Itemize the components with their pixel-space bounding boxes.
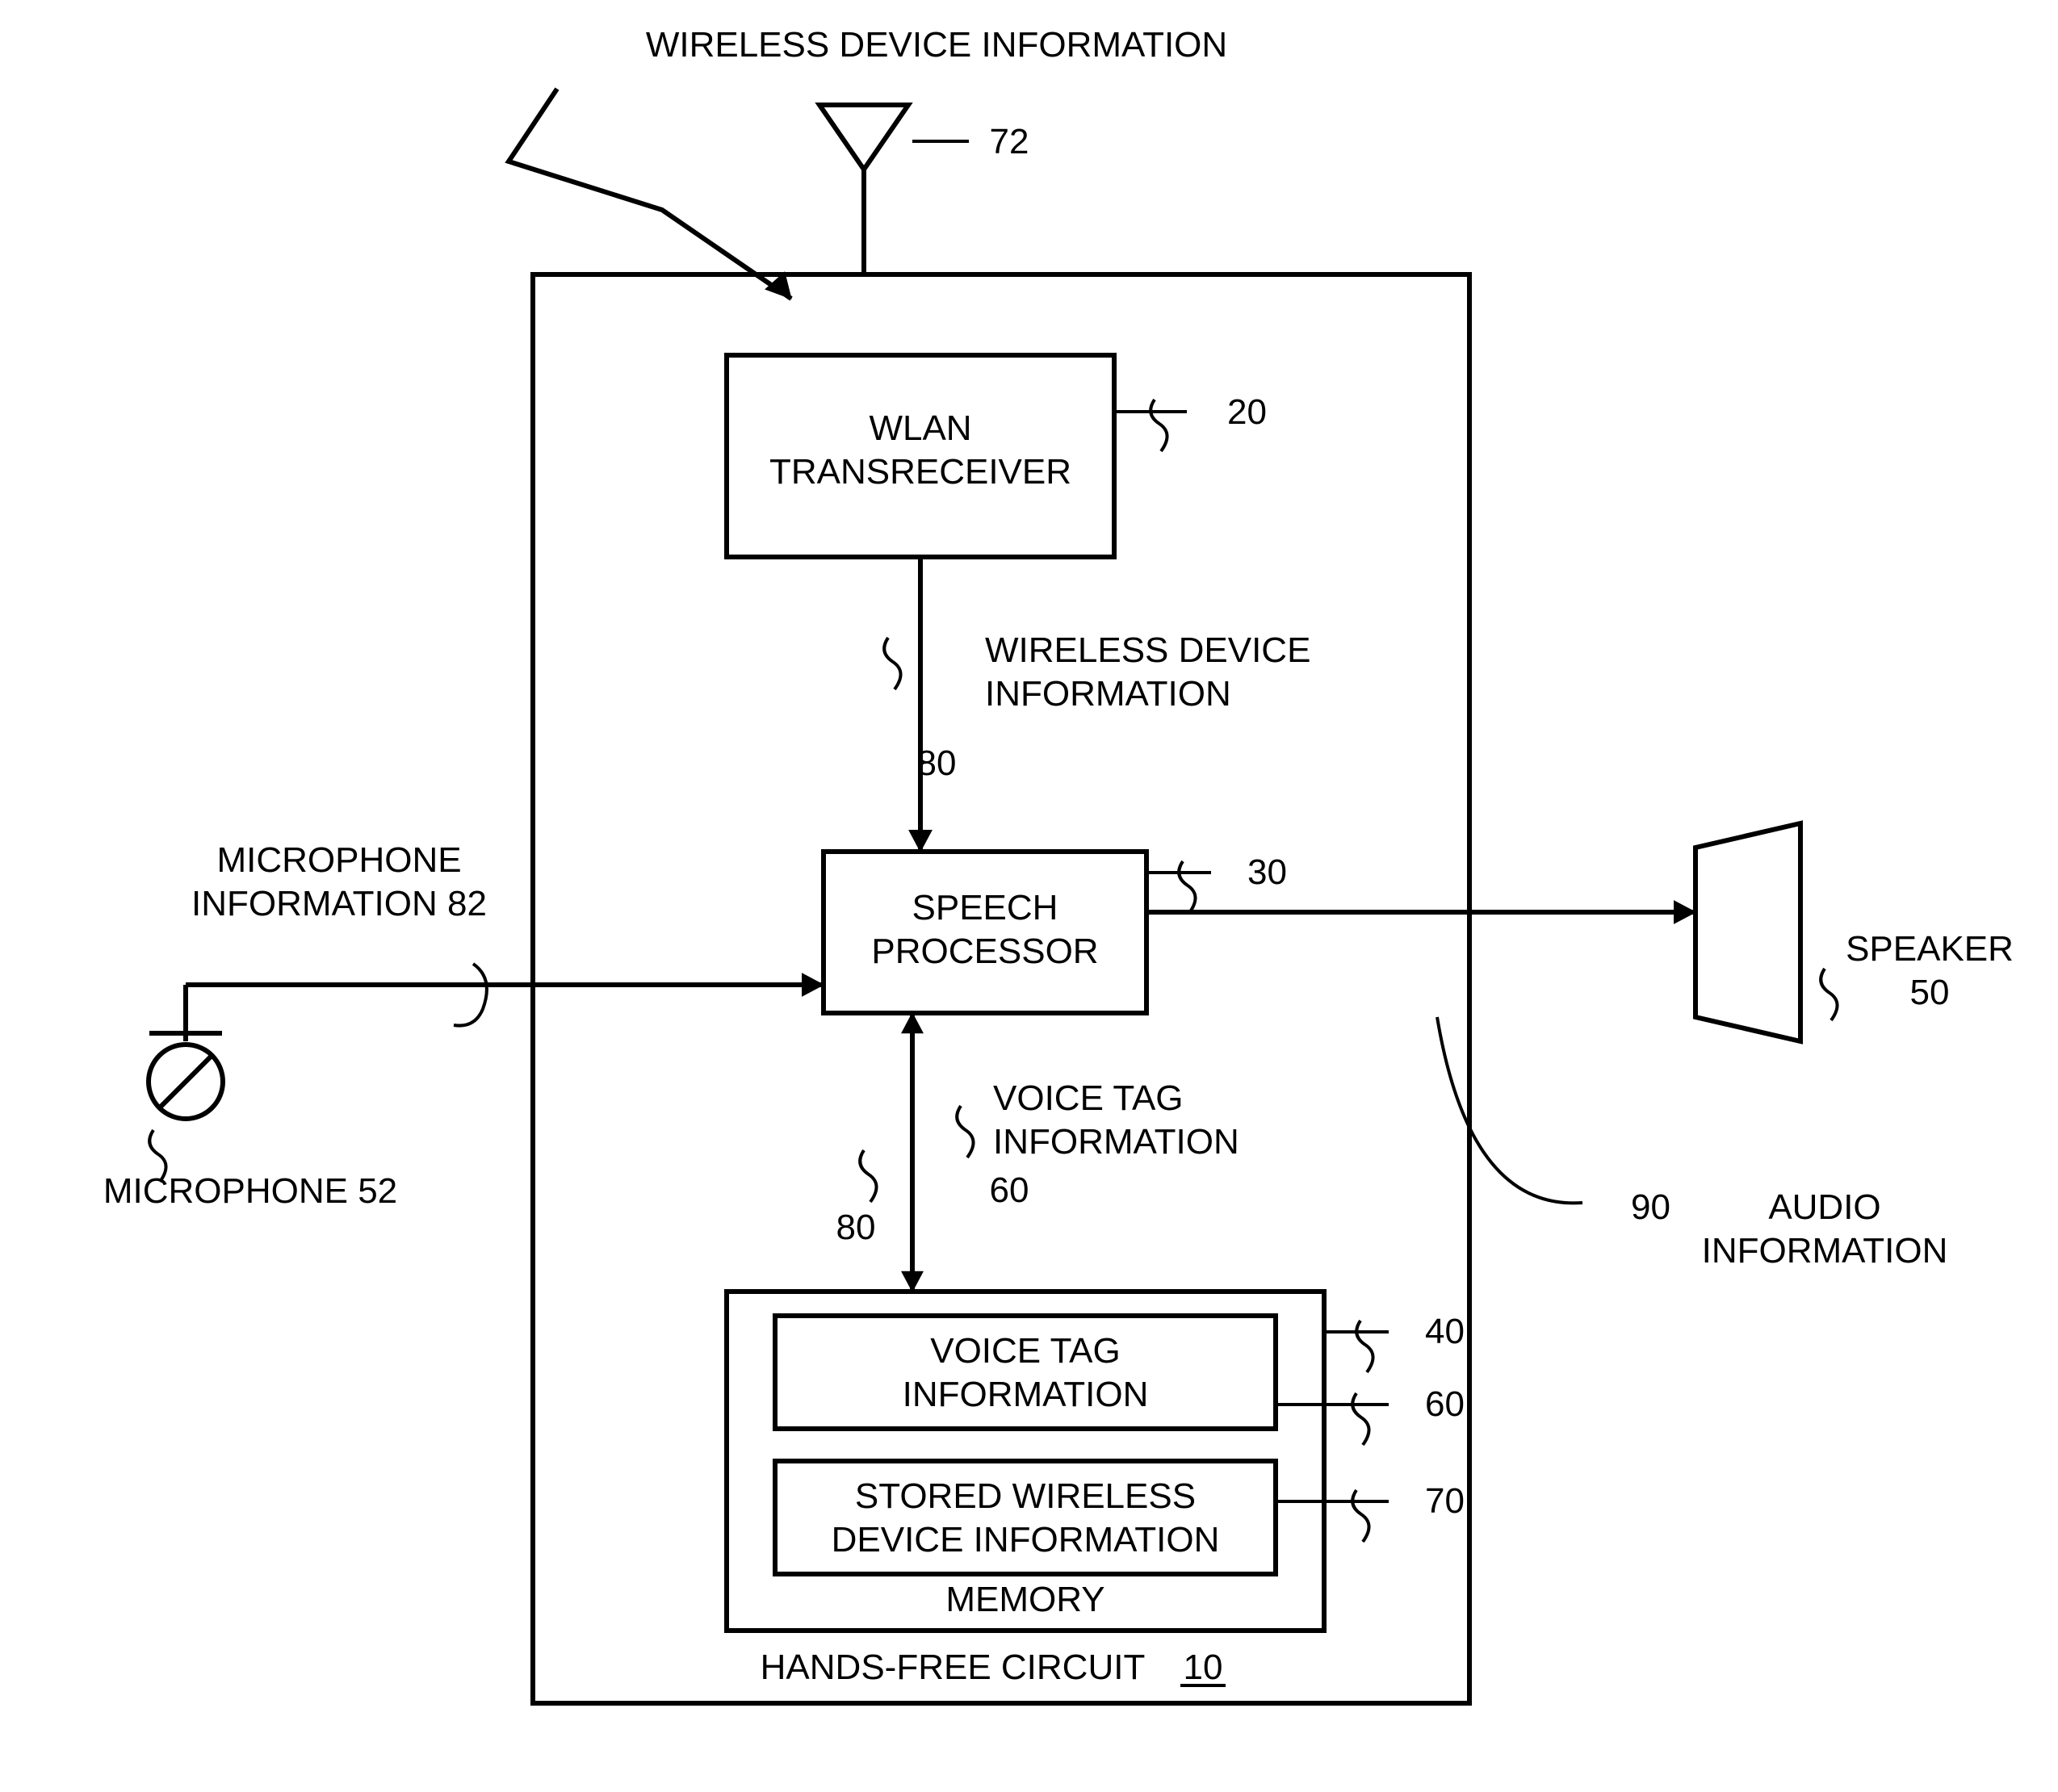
audio-label1: AUDIO	[1768, 1187, 1880, 1227]
speech-memory-arrow-up	[902, 1013, 923, 1033]
wlan-to-speech-squiggle	[884, 638, 900, 689]
speech-memory-ref-right: 60	[990, 1170, 1029, 1210]
hands-free-circuit-label: HANDS-FREE CIRCUIT	[761, 1648, 1146, 1687]
wlan-to-speech-ref: 80	[917, 743, 957, 783]
speech-memory-ref-left: 80	[836, 1208, 876, 1247]
memory-lead-squiggle	[1356, 1321, 1373, 1372]
speech-label1: SPEECH	[912, 888, 1058, 927]
wlan-label1: WLAN	[869, 408, 971, 448]
mic-info-label2: INFORMATION 82	[191, 884, 487, 923]
speech-memory-squiggle-right	[957, 1106, 973, 1158]
antenna-icon	[819, 105, 908, 170]
mic-line-arrowhead	[803, 973, 824, 996]
mic-info-label1: MICROPHONE	[216, 840, 461, 880]
voice-tag-lead-squiggle	[1352, 1393, 1369, 1445]
voice-tag-ref: 60	[1425, 1384, 1465, 1424]
speech-label2: PROCESSOR	[871, 932, 1098, 971]
stored-info-ref: 70	[1425, 1481, 1465, 1521]
wireless-info-top-arrow	[509, 89, 791, 299]
mic-icon-label: MICROPHONE 52	[103, 1171, 397, 1211]
speech-memory-label1: VOICE TAG	[993, 1078, 1184, 1118]
voice-tag-label2: INFORMATION	[903, 1375, 1149, 1414]
audio-ref: 90	[1631, 1187, 1670, 1227]
wlan-to-speech-label1: WIRELESS DEVICE	[985, 630, 1310, 670]
speech-memory-arrow-down	[902, 1271, 923, 1292]
audio-arc	[1437, 1017, 1582, 1203]
speaker-squiggle	[1821, 969, 1837, 1020]
speaker-label2: 50	[1910, 973, 1950, 1012]
mic-info-squiggle	[454, 964, 487, 1026]
speech-memory-label2: INFORMATION	[993, 1122, 1239, 1162]
antenna-ref: 72	[990, 122, 1029, 161]
speaker-label1: SPEAKER	[1846, 929, 2014, 969]
audio-label2: INFORMATION	[1702, 1231, 1948, 1271]
stored-info-label2: DEVICE INFORMATION	[832, 1520, 1220, 1560]
wlan-ref: 20	[1227, 392, 1267, 432]
wlan-to-speech-label2: INFORMATION	[985, 674, 1231, 714]
speech-lead-squiggle	[1179, 861, 1195, 913]
memory-label: MEMORY	[945, 1580, 1104, 1619]
hands-free-circuit-ref: 10	[1184, 1648, 1223, 1687]
memory-ref: 40	[1425, 1312, 1465, 1351]
wlan-to-speech-arrowhead	[909, 831, 932, 852]
voice-tag-label1: VOICE TAG	[930, 1331, 1121, 1371]
speaker-line-arrowhead	[1674, 901, 1695, 923]
speech-memory-squiggle-left	[860, 1150, 876, 1202]
stored-info-lead-squiggle	[1352, 1490, 1369, 1542]
mic-slash	[159, 1055, 212, 1108]
speaker-icon	[1695, 823, 1800, 1041]
speech-ref: 30	[1247, 852, 1287, 892]
stored-info-label1: STORED WIRELESS	[855, 1476, 1196, 1516]
wireless-info-top-label: WIRELESS DEVICE INFORMATION	[646, 25, 1227, 65]
wlan-label2: TRANSRECEIVER	[769, 452, 1071, 492]
wlan-lead-squiggle	[1151, 400, 1167, 451]
